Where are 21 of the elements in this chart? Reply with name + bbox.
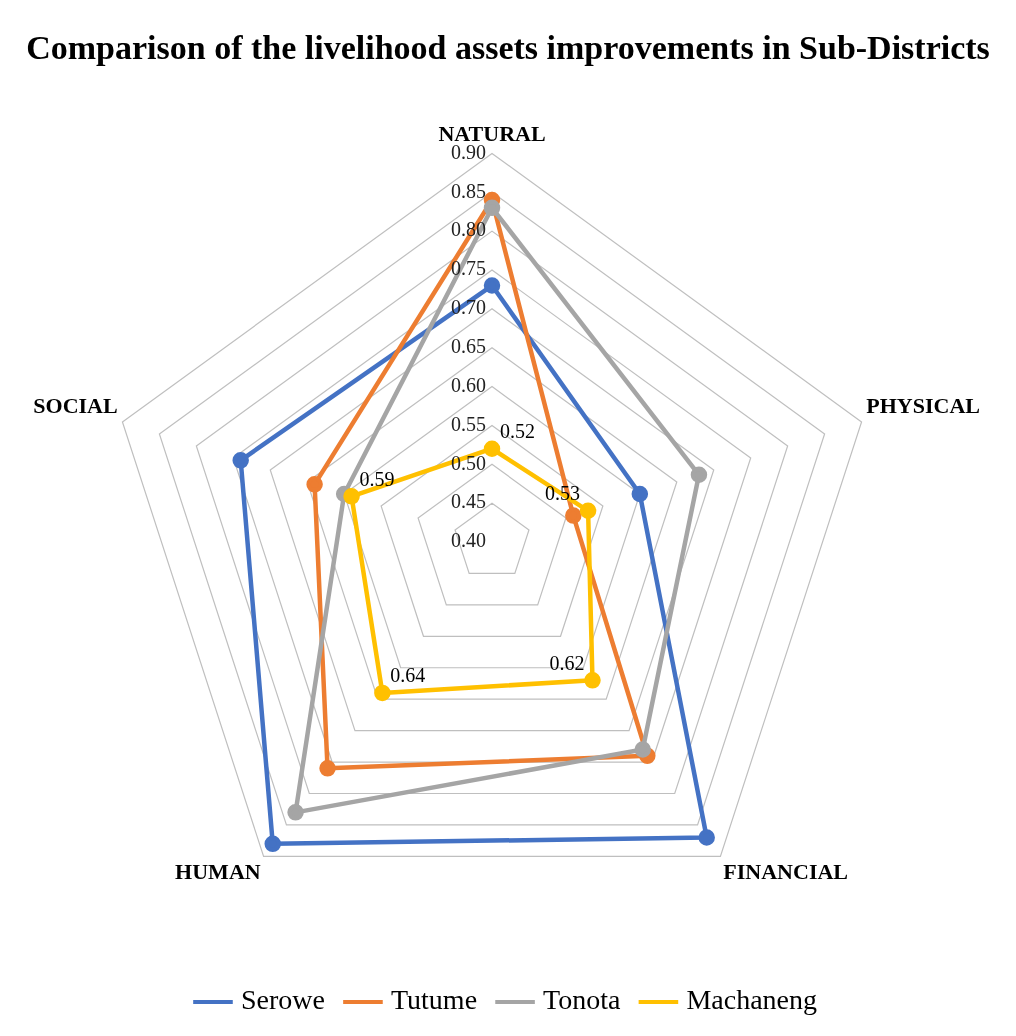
chart-title: Comparison of the livelihood assets improvements in Sub-Districts [26,29,990,67]
data-label: 0.52 [500,419,535,442]
y-tick-label: 0.85 [451,179,486,202]
legend-label: Serowe [240,984,325,1016]
y-tick-label: 0.40 [451,529,486,552]
y-tick-label: 0.55 [451,412,486,435]
legend-label: Machaneng [686,984,818,1016]
spoke-label: SOCIAL [33,392,118,418]
data-label: 0.64 [390,664,426,687]
spoke-label: PHYSICAL [866,392,980,418]
y-tick-label: 0.45 [451,490,486,513]
y-tick-label: 0.75 [451,257,486,280]
y-tick-label: 0.65 [451,334,486,357]
spoke-label: FINANCIAL [723,859,849,885]
legend-label: Tutume [390,984,478,1016]
legend-label: Tonota [543,984,621,1016]
y-tick-label: 0.50 [451,451,486,474]
data-label: 0.59 [359,467,395,490]
y-tick-label: 0.60 [451,373,486,396]
spoke-label: HUMAN [175,859,261,885]
data-label: 0.62 [549,651,585,674]
